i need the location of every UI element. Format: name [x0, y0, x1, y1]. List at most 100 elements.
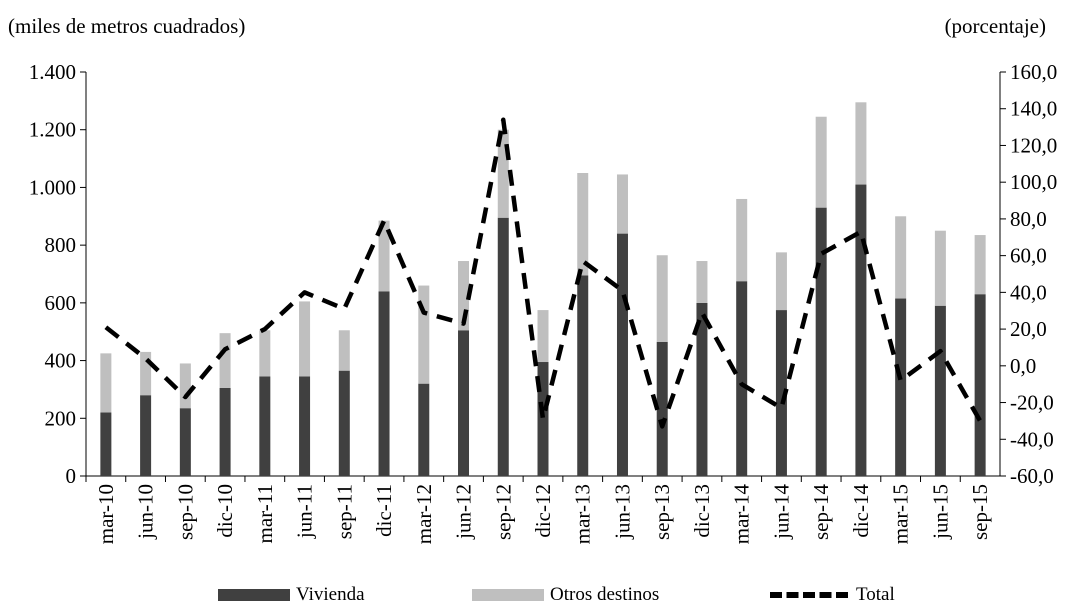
bar-otros-destinos — [100, 353, 112, 413]
bar-vivienda — [338, 370, 350, 476]
x-tick-label: sep-15 — [968, 484, 992, 540]
x-tick-label: jun-11 — [293, 484, 317, 539]
bar-vivienda — [934, 305, 946, 476]
bar-vivienda — [656, 341, 668, 476]
x-tick-label: dic-14 — [849, 484, 873, 538]
x-tick-label: mar-11 — [253, 484, 277, 543]
left-axis-unit: (miles de metros cuadrados) — [8, 14, 246, 38]
legend-item-vivienda: Vivienda — [218, 584, 365, 606]
right-tick-label: 140,0 — [1010, 97, 1057, 121]
bar-vivienda — [179, 408, 191, 476]
right-tick-label: 160,0 — [1010, 60, 1057, 84]
bar-otros-destinos — [140, 351, 152, 396]
x-tick-label: jun-10 — [134, 484, 158, 540]
left-tick-label: 1.200 — [29, 118, 76, 142]
right-tick-label: 0,0 — [1010, 354, 1036, 378]
x-tick-label: sep-12 — [491, 484, 515, 540]
bar-otros-destinos — [736, 198, 748, 282]
bar-vivienda — [418, 383, 430, 476]
bar-vivienda — [140, 395, 152, 476]
right-tick-label: 20,0 — [1010, 317, 1047, 341]
right-tick-label: 80,0 — [1010, 207, 1047, 231]
x-tick-label: sep-13 — [650, 484, 674, 540]
bar-vivienda — [537, 362, 549, 476]
bar-otros-destinos — [179, 363, 191, 409]
bar-otros-destinos — [458, 261, 470, 331]
bar-otros-destinos — [497, 129, 509, 218]
bar-otros-destinos — [934, 230, 946, 306]
bar-otros-destinos — [815, 116, 827, 208]
x-tick-label: jun-12 — [452, 484, 476, 540]
x-tick-label: mar-13 — [571, 484, 595, 544]
legend-swatch-vivienda — [218, 589, 290, 601]
bar-vivienda — [855, 184, 867, 477]
legend-label-otros: Otros destinos — [550, 584, 660, 605]
left-tick-label: 800 — [45, 233, 77, 257]
legend-item-total: Total — [770, 584, 895, 606]
x-tick-label: mar-12 — [412, 484, 436, 544]
bar-vivienda — [497, 217, 509, 476]
bar-vivienda — [775, 310, 787, 476]
x-tick-label: mar-14 — [730, 484, 754, 545]
bar-vivienda — [299, 376, 311, 476]
bar-vivienda — [815, 207, 827, 476]
bar-otros-destinos — [616, 174, 628, 234]
legend-item-otros: Otros destinos — [472, 584, 659, 606]
right-tick-label: 40,0 — [1010, 280, 1047, 304]
left-tick-label: 600 — [45, 291, 77, 315]
legend: Vivienda Otros destinos Total — [0, 584, 1088, 609]
bar-otros-destinos — [656, 255, 668, 342]
left-tick-label: 400 — [45, 349, 77, 373]
bar-vivienda — [378, 291, 390, 476]
x-tick-label: dic-11 — [372, 484, 396, 537]
bar-otros-destinos — [895, 216, 907, 299]
bar-otros-destinos — [537, 310, 549, 363]
bar-vivienda — [259, 376, 271, 476]
bar-otros-destinos — [577, 173, 589, 276]
bar-otros-destinos — [219, 333, 231, 388]
x-tick-label: jun-15 — [928, 484, 952, 540]
right-tick-label: -20,0 — [1010, 391, 1054, 415]
legend-label-total: Total — [856, 584, 895, 605]
bar-otros-destinos — [338, 330, 350, 371]
legend-swatch-otros — [472, 589, 544, 601]
x-tick-label: sep-14 — [809, 484, 833, 540]
bar-otros-destinos — [855, 102, 867, 185]
bar-vivienda — [974, 294, 986, 476]
bar-vivienda — [616, 233, 628, 476]
x-tick-label: jun-13 — [610, 484, 634, 540]
x-tick-label: dic-13 — [690, 484, 714, 538]
bar-vivienda — [736, 281, 748, 476]
x-tick-label: jun-14 — [769, 484, 793, 540]
right-tick-label: -40,0 — [1010, 427, 1054, 451]
line-total — [104, 117, 983, 429]
bar-vivienda — [219, 387, 231, 476]
left-tick-label: 1.400 — [29, 60, 76, 84]
bar-vivienda — [100, 412, 112, 476]
bar-otros-destinos — [378, 220, 390, 292]
x-tick-label: dic-12 — [531, 484, 555, 538]
bar-otros-destinos — [974, 235, 986, 295]
bar-otros-destinos — [775, 252, 787, 311]
bar-otros-destinos — [259, 330, 271, 377]
x-tick-label: mar-15 — [889, 484, 913, 544]
x-tick-label: sep-11 — [332, 484, 356, 539]
bar-otros-destinos — [696, 261, 708, 303]
right-axis-unit: (porcentaje) — [944, 14, 1046, 38]
bar-vivienda — [458, 330, 470, 476]
right-tick-label: 60,0 — [1010, 244, 1047, 268]
bar-vivienda — [895, 298, 907, 476]
x-tick-label: dic-10 — [213, 484, 237, 538]
right-tick-label: 100,0 — [1010, 170, 1057, 194]
legend-label-vivienda: Vivienda — [296, 584, 365, 605]
left-tick-label: 200 — [45, 406, 77, 430]
bar-vivienda — [696, 302, 708, 476]
x-tick-label: sep-10 — [173, 484, 197, 540]
x-tick-label: mar-10 — [94, 484, 118, 544]
bar-otros-destinos — [299, 301, 311, 377]
legend-swatch-total — [770, 592, 848, 598]
left-tick-label: 1.000 — [29, 175, 76, 199]
bar-vivienda — [577, 275, 589, 476]
right-tick-label: -60,0 — [1010, 464, 1054, 488]
left-tick-label: 0 — [66, 464, 77, 488]
